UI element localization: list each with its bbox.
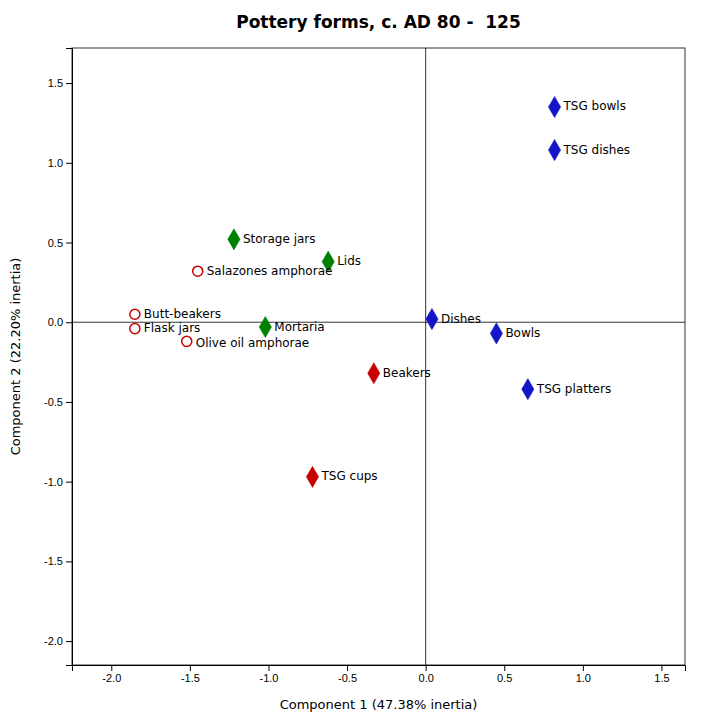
point: [426, 308, 438, 329]
point-label: Bowls: [505, 326, 540, 340]
point: [522, 379, 534, 400]
tick: -1.0: [259, 665, 278, 684]
tick: -1.5: [181, 665, 200, 684]
y-axis-title: Component 2 (22.20% inertia): [8, 258, 23, 456]
tick: -1.5: [44, 555, 72, 567]
tick-mark: [66, 561, 72, 562]
tick-label: 1.5: [48, 77, 63, 89]
tick-mark: [66, 322, 72, 323]
point-label: Mortaria: [274, 320, 324, 334]
point-label: Lids: [337, 254, 361, 268]
tick-label: -1.5: [181, 672, 200, 684]
tick-label: -0.5: [338, 672, 357, 684]
point: [490, 323, 502, 344]
chart: -2.0 -1.5 -1.0 -0.5 0.0 0.5 1.0 1.5 -2.0 -1.5 -1.0…: [0, 0, 707, 723]
tick: 0.0: [419, 665, 434, 684]
tick: 1.0: [48, 157, 72, 169]
point: [306, 466, 318, 487]
tick-mark: [268, 665, 269, 671]
tick-mark: [426, 665, 427, 671]
tick-label: -1.0: [259, 672, 278, 684]
points: [130, 96, 561, 487]
tick: -0.5: [338, 665, 357, 684]
tick-mark: [66, 402, 72, 403]
point: [130, 324, 140, 334]
tick-mark: [190, 665, 191, 671]
tick-mark: [583, 665, 584, 671]
tick-mark: [66, 641, 72, 642]
point: [259, 316, 271, 337]
tick: 1.0: [576, 665, 591, 684]
tick-label: -2.0: [102, 672, 121, 684]
tick-mark: [66, 163, 72, 164]
point-label: TSG platters: [536, 382, 611, 396]
tick: 1.5: [654, 665, 669, 684]
zero-line: [425, 48, 426, 665]
tick-label: 0.5: [48, 237, 63, 249]
tick-label: -0.5: [44, 396, 63, 408]
point: [548, 96, 560, 117]
point: [228, 229, 240, 250]
x-axis-title: Component 1 (47.38% inertia): [280, 697, 478, 712]
point-label: Olive oil amphorae: [196, 336, 310, 350]
tick-label: 1.0: [576, 672, 591, 684]
point-label: Dishes: [441, 312, 481, 326]
tick-mark: [504, 665, 505, 671]
y-axis: -2.0 -1.5 -1.0 -0.5 0.0 0.5 1.0 1.5: [44, 49, 72, 666]
tick-mark: [347, 665, 348, 671]
point-label: Salazones amphorae: [207, 264, 333, 278]
tick-mark: [66, 83, 72, 84]
tick-mark: [66, 482, 72, 483]
tick-label: -1.0: [44, 476, 63, 488]
tick-label: 1.0: [48, 157, 63, 169]
tick: 0.0: [48, 316, 72, 328]
point-label: Flask jars: [144, 321, 200, 335]
point: [368, 363, 380, 384]
tick-mark: [111, 665, 112, 671]
tick-label: 0.5: [497, 672, 512, 684]
tick-label: -2.0: [44, 635, 63, 647]
tick-mark: [661, 665, 662, 671]
tick-mark: [66, 243, 72, 244]
tick-label: 1.5: [654, 672, 669, 684]
point: [193, 266, 203, 276]
point-label: Beakers: [383, 366, 431, 380]
title: Pottery forms, c. AD 80 - 125: [236, 12, 521, 32]
plot-frame: [72, 48, 685, 665]
tick: -0.5: [44, 396, 72, 408]
axis-line: [73, 666, 686, 672]
tick-label: -1.5: [44, 555, 63, 567]
point: [548, 139, 560, 160]
point-label: TSG dishes: [563, 143, 631, 157]
point-label: TSG cups: [320, 469, 377, 483]
point-labels: TSG bowls TSG dishes TSG platters Bowls Dish…: [144, 99, 630, 483]
point: [182, 336, 192, 346]
tick: 0.5: [497, 665, 512, 684]
x-axis: -2.0 -1.5 -1.0 -0.5 0.0 0.5 1.0 1.5: [73, 665, 686, 684]
point: [130, 309, 140, 319]
tick: 0.5: [48, 237, 72, 249]
tick-label: 0.0: [419, 672, 434, 684]
tick: -2.0: [44, 635, 72, 647]
point-label: TSG bowls: [563, 99, 626, 113]
point-label: Butt-beakers: [144, 307, 221, 321]
tick: -2.0: [102, 665, 121, 684]
plot-area: -2.0 -1.5 -1.0 -0.5 0.0 0.5 1.0 1.5 -2.0 -1.5 -1.0…: [44, 48, 685, 684]
tick: -1.0: [44, 476, 72, 488]
tick: 1.5: [48, 77, 72, 89]
tick-label: 0.0: [48, 316, 63, 328]
point-label: Storage jars: [243, 232, 316, 246]
axis-line: [66, 49, 73, 666]
